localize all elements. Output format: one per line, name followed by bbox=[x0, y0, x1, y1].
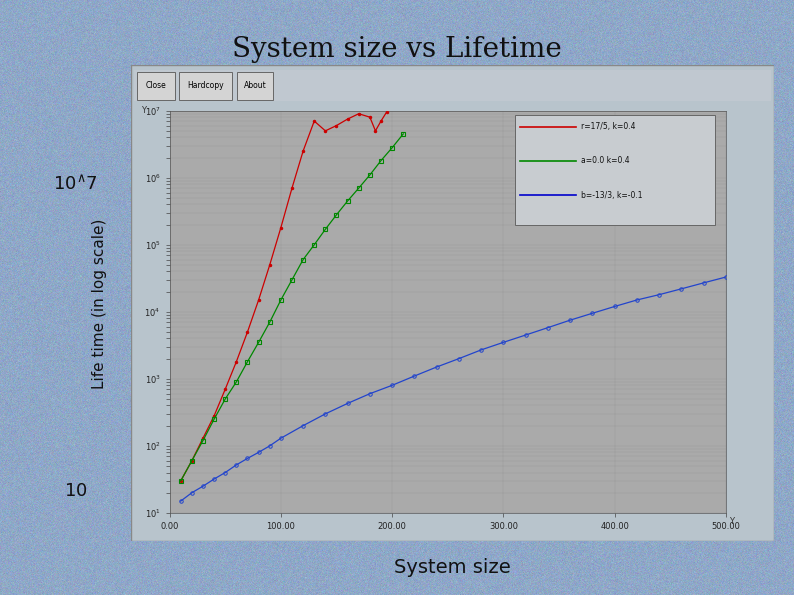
Text: $10^{\wedge}7$: $10^{\wedge}7$ bbox=[53, 175, 98, 194]
Text: r=17/5, k=0.4: r=17/5, k=0.4 bbox=[581, 122, 636, 131]
Text: Close: Close bbox=[146, 82, 167, 90]
Text: System size: System size bbox=[394, 558, 511, 577]
Text: a=0.0 k=0.4: a=0.0 k=0.4 bbox=[581, 156, 630, 165]
Bar bbox=[237, 72, 272, 100]
Text: Life time (in log scale): Life time (in log scale) bbox=[92, 218, 106, 389]
Text: System size vs Lifetime: System size vs Lifetime bbox=[232, 36, 562, 62]
Text: b=-13/3, k=-0.1: b=-13/3, k=-0.1 bbox=[581, 190, 643, 200]
Text: Hardcopy: Hardcopy bbox=[187, 82, 224, 90]
Text: Y: Y bbox=[141, 106, 145, 115]
Text: About: About bbox=[244, 82, 266, 90]
Bar bbox=[515, 115, 715, 226]
Bar bbox=[137, 72, 175, 100]
Text: $10$: $10$ bbox=[64, 482, 87, 500]
Bar bbox=[179, 72, 232, 100]
Text: Y: Y bbox=[729, 517, 734, 526]
Bar bbox=[134, 70, 771, 101]
